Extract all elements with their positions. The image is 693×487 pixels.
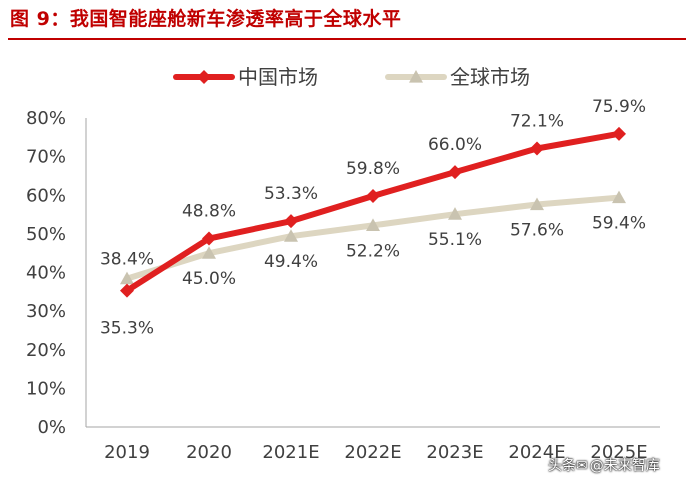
y-axis: 0% 10% 20% 30% 40% 50% 60% 70% 80%: [26, 108, 87, 438]
wechat-icon: ✉: [576, 458, 588, 474]
series-layer: [120, 126, 626, 298]
y-tick-label: 70%: [26, 147, 66, 168]
y-tick-label: 0%: [37, 417, 66, 438]
legend-item-global: 全球市场: [385, 65, 530, 89]
data-point: [530, 141, 544, 156]
data-point: [612, 126, 626, 141]
legend-marker: [197, 70, 211, 84]
data-label-global: 55.1%: [428, 230, 482, 250]
data-label-china: 35.3%: [100, 319, 154, 339]
title-divider: [8, 38, 686, 40]
data-point: [612, 190, 626, 204]
data-point: [202, 246, 216, 259]
x-tick-label: 2023E: [426, 442, 483, 463]
data-label-global: 45.0%: [182, 269, 236, 289]
data-point: [284, 229, 298, 242]
data-point: [448, 207, 462, 220]
data-point: [284, 214, 298, 229]
data-label-china: 72.1%: [510, 112, 564, 132]
data-label-china: 75.9%: [592, 97, 646, 117]
data-point: [448, 165, 462, 180]
y-tick-label: 80%: [26, 108, 66, 129]
y-tick-label: 40%: [26, 263, 66, 284]
x-tick-label: 2022E: [344, 442, 401, 463]
data-point: [120, 271, 134, 285]
series-china-market: [120, 126, 626, 298]
data-point: [120, 283, 134, 298]
y-tick-label: 10%: [26, 378, 66, 399]
series-global-market: [120, 190, 626, 285]
legend: 中国市场 全球市场: [173, 65, 530, 89]
legend-marker: [409, 70, 423, 83]
data-labels: 35.3% 48.8% 53.3% 59.8% 66.0% 72.1% 75.9% 38.4%…: [100, 97, 646, 339]
data-label-china: 66.0%: [428, 135, 482, 155]
x-tick-label: 2021E: [262, 442, 319, 463]
data-label-global: 57.6%: [510, 221, 564, 241]
legend-label: 全球市场: [450, 65, 530, 89]
data-point: [366, 218, 380, 231]
chart-title: 图 9：我国智能座舱新车渗透率高于全球水平: [10, 8, 402, 30]
legend-item-china: 中国市场: [173, 65, 318, 89]
data-label-china: 53.3%: [264, 184, 318, 204]
x-tick-label: 2024E: [508, 442, 565, 463]
data-label-global: 59.4%: [592, 214, 646, 234]
watermark: 头条✉ @未来智库: [548, 455, 660, 475]
legend-label: 中国市场: [238, 65, 318, 89]
watermark-prefix: 头条: [548, 458, 576, 474]
data-point: [366, 189, 380, 204]
data-point: [530, 197, 544, 211]
x-tick-label: 2020: [186, 442, 232, 463]
x-tick-label: 2019: [104, 442, 150, 463]
data-point: [202, 231, 216, 246]
y-tick-label: 30%: [26, 301, 66, 322]
watermark-handle: @未来智库: [589, 458, 660, 474]
data-label-china: 59.8%: [346, 159, 400, 179]
data-label-global: 52.2%: [346, 241, 400, 261]
data-label-global: 49.4%: [264, 252, 318, 272]
data-label-global: 38.4%: [100, 250, 154, 270]
y-tick-label: 60%: [26, 185, 66, 206]
y-tick-label: 50%: [26, 224, 66, 245]
x-tick-label: 2025E: [590, 442, 647, 463]
y-tick-label: 20%: [26, 340, 66, 361]
data-label-china: 48.8%: [182, 202, 236, 222]
x-axis: 2019 2020 2021E 2022E 2023E 2024E 2025E: [86, 426, 660, 463]
